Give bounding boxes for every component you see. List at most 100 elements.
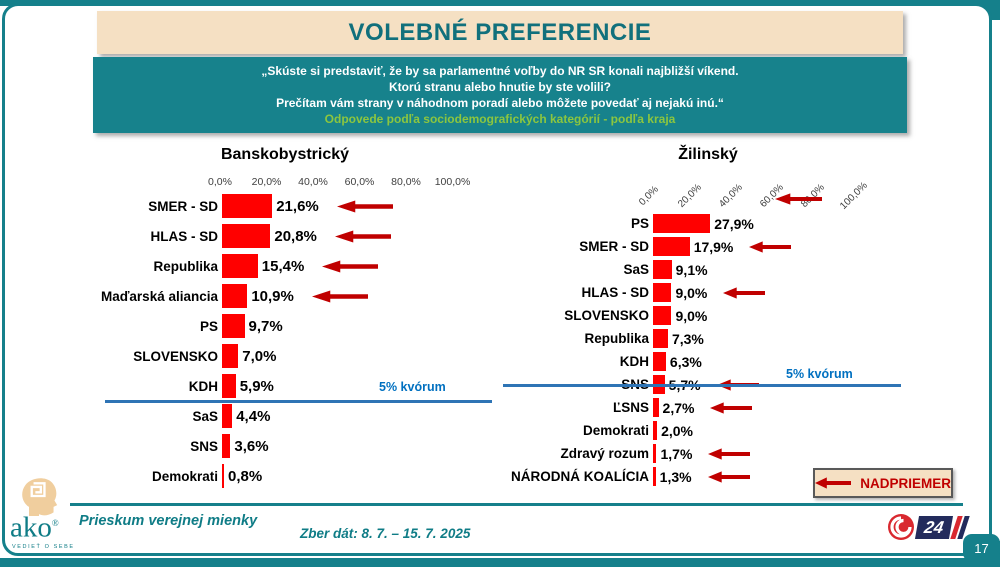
title-banner: VOLEBNÉ PREFERENCIE — [97, 11, 903, 54]
value-label: 20,8% — [274, 227, 317, 245]
value-label: 15,4% — [261, 257, 305, 275]
chart-row: Zdravý rozum 1,7% — [505, 442, 985, 465]
bar — [222, 284, 248, 308]
left-arrow-icon — [815, 477, 852, 489]
value-label: 5,9% — [239, 377, 274, 395]
chart-row: NÁRODNÁ KOALÍCIA 1,3% — [505, 465, 985, 488]
party-label: PS — [199, 318, 218, 334]
value-label: 9,0% — [675, 284, 708, 301]
party-label: Demokrati — [151, 468, 218, 484]
bar — [222, 374, 236, 398]
chart-row: Demokrati 0,8% — [105, 461, 505, 491]
page-number: 17 — [974, 540, 989, 556]
value-label: 1,3% — [659, 468, 692, 485]
channel-number: 24 — [922, 517, 946, 536]
bar-chart-banskobystricky: 0,0% 20,0% 40,0% 60,0% 80,0% 100,0% SMER - SD 2… — [100, 176, 505, 491]
bar — [653, 467, 656, 486]
bar — [222, 254, 258, 278]
value-label: 9,7% — [248, 317, 283, 335]
party-label: Republika — [584, 331, 649, 346]
tv-station-logo: 24 — [887, 513, 970, 541]
chart-row: SLOVENSKO 9,0% — [505, 304, 985, 327]
party-label: Demokrati — [582, 423, 649, 438]
value-label: 1,7% — [660, 445, 693, 462]
value-label: 4,4% — [236, 407, 271, 425]
chart-row: SaS 4,4% — [105, 401, 505, 431]
registered-mark: ® — [51, 518, 59, 528]
chart-row: ĽSNS 2,7% — [505, 396, 985, 419]
axis-tick-label: 100,0% — [838, 180, 870, 212]
axis-tick-label: 40,0% — [717, 182, 745, 210]
chart-title-banskobystricky: Banskobystrický — [220, 146, 350, 163]
x-axis: 0,0% 20,0% 40,0% 60,0% 80,0% 100,0% — [105, 176, 505, 191]
bar — [653, 214, 711, 233]
chart-row: SNS 3,6% — [105, 431, 505, 461]
above-average-arrow-icon — [723, 286, 766, 299]
value-label: 27,9% — [714, 215, 754, 232]
value-label: 7,3% — [671, 330, 704, 347]
party-label: KDH — [188, 378, 218, 394]
chart-row: KDH 6,3% — [505, 350, 985, 373]
axis-tick-label: 20,0% — [251, 176, 282, 188]
party-label: Zdravý rozum — [560, 446, 649, 461]
chart-row: Demokrati 2,0% — [505, 419, 985, 442]
value-label: 9,0% — [675, 307, 708, 324]
party-label: KDH — [619, 354, 649, 369]
chart-row: Republika 15,4% — [105, 251, 505, 281]
party-label: NÁRODNÁ KOALÍCIA — [511, 469, 649, 484]
page-title: VOLEBNÉ PREFERENCIE — [348, 18, 652, 46]
party-label: SLOVENSKO — [564, 308, 649, 323]
chart-title-zilinsky: Žilinský — [678, 146, 738, 163]
chart-row: HLAS - SD 20,8% — [105, 221, 505, 251]
question-line: Prečítam vám strany v náhodnom poradí al… — [276, 96, 724, 110]
value-label: 6,3% — [669, 353, 702, 370]
above-average-arrow-icon — [710, 401, 753, 414]
ako-logo-text: ako® — [10, 511, 59, 544]
bar — [222, 194, 273, 218]
party-label: SMER - SD — [148, 198, 218, 214]
party-label: Maďarská aliancia — [100, 288, 218, 304]
party-label: SMER - SD — [579, 239, 649, 254]
chart-row: PS 27,9% — [505, 212, 985, 235]
chart-row: Maďarská aliancia 10,9% — [100, 281, 505, 311]
quorum-line-left — [105, 400, 492, 403]
question-highlight: Odpovede podľa sociodemografických kateg… — [324, 112, 676, 126]
axis-tick-label: 80,0% — [391, 176, 421, 188]
bar — [222, 434, 231, 458]
question-line: Ktorú stranu alebo hnutie by ste volili? — [388, 80, 612, 94]
joj-swirl-icon — [888, 514, 914, 540]
data-collection-dates: Zber dát: 8. 7. – 15. 7. 2025 — [300, 526, 471, 541]
value-label: 17,9% — [693, 238, 734, 255]
axis-tick-label: 60,0% — [344, 176, 375, 188]
ako-head-icon — [22, 478, 58, 516]
above-average-arrow-icon — [334, 229, 391, 243]
bar — [653, 329, 668, 348]
party-label: SNS — [190, 438, 218, 454]
chart-row: PS 9,7% — [105, 311, 505, 341]
bar — [222, 344, 239, 368]
quorum-label-right: 5% kvórum — [786, 367, 853, 381]
axis-tick-label: 100,0% — [434, 176, 471, 188]
value-label: 21,6% — [276, 197, 319, 215]
above-average-arrow-icon — [707, 470, 750, 483]
nadpriemer-legend: NADPRIEMER — [813, 468, 953, 498]
bar — [653, 260, 672, 279]
party-label: PS — [630, 216, 649, 231]
bar — [653, 306, 672, 325]
bar — [222, 404, 233, 428]
question-line: „Skúste si predstaviť, že by sa parlamen… — [261, 64, 739, 78]
above-average-arrow-icon — [749, 240, 792, 253]
bar — [653, 421, 658, 440]
bar — [653, 398, 659, 417]
party-label: HLAS - SD — [581, 285, 650, 300]
question-box: „Skúste si predstaviť, že by sa parlamen… — [93, 57, 907, 133]
above-average-arrow-icon — [336, 199, 393, 213]
bar — [222, 224, 271, 248]
axis-tick-label: 0,0% — [637, 184, 661, 208]
bar — [653, 444, 657, 463]
party-label: ĽSNS — [612, 400, 649, 415]
value-label: 7,0% — [242, 347, 277, 365]
survey-type-label: Prieskum verejnej mienky — [79, 513, 258, 529]
bar — [222, 314, 245, 338]
